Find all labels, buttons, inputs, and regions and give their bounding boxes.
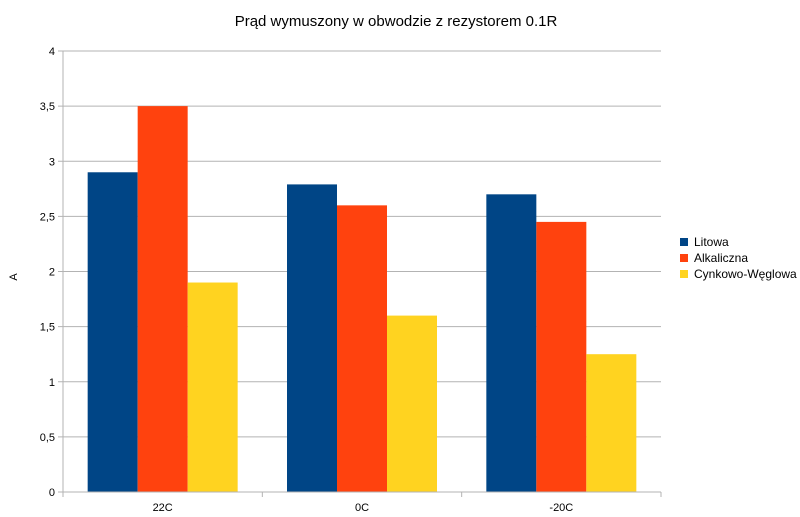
- bars: [87, 106, 637, 492]
- x-tick-label: 22C: [153, 502, 173, 514]
- bar-litowa-22c: [87, 172, 138, 492]
- legend: Litowa Alkaliczna Cynkowo-Węglowa: [680, 235, 797, 281]
- y-tick-label: 0,5: [40, 432, 55, 444]
- x-tick-label: -20C: [549, 502, 573, 514]
- legend-swatch: [680, 270, 688, 278]
- bar-cynkowo-w-glowa-20c: [586, 354, 637, 492]
- y-tick-labels: 0 0,5 1 1,5 2 2,5 3 3,5 4: [40, 46, 55, 499]
- bar-alkaliczna-20c: [536, 221, 587, 492]
- bar-cynkowo-w-glowa-22c: [187, 282, 238, 492]
- y-tick-label: 2,5: [40, 211, 55, 223]
- y-tick-label: 4: [49, 46, 55, 58]
- bar-litowa-0c: [287, 184, 337, 492]
- legend-swatch: [680, 238, 688, 246]
- bar-alkaliczna-22c: [137, 106, 188, 492]
- bar-litowa-20c: [486, 194, 537, 492]
- y-tick-label: 3,5: [40, 101, 55, 113]
- y-tick-label: 2: [49, 267, 55, 279]
- bar-cynkowo-w-glowa-0c: [387, 315, 437, 492]
- chart-title: Prąd wymuszony w obwodzie z rezystorem 0…: [235, 13, 558, 30]
- x-tick-label: 0C: [355, 502, 369, 514]
- y-tick-label: 3: [49, 156, 55, 168]
- y-tick-label: 0: [49, 487, 55, 499]
- x-tick-labels: 22C 0C -20C: [153, 502, 574, 514]
- y-tick-label: 1,5: [40, 322, 55, 334]
- y-axis-label: A: [8, 273, 20, 281]
- legend-label: Alkaliczna: [694, 251, 748, 265]
- bar-alkaliczna-0c: [337, 205, 387, 492]
- legend-label: Cynkowo-Węglowa: [694, 267, 797, 281]
- axes: [62, 51, 662, 497]
- y-tick-label: 1: [49, 377, 55, 389]
- legend-swatch: [680, 254, 688, 262]
- legend-label: Litowa: [694, 235, 729, 249]
